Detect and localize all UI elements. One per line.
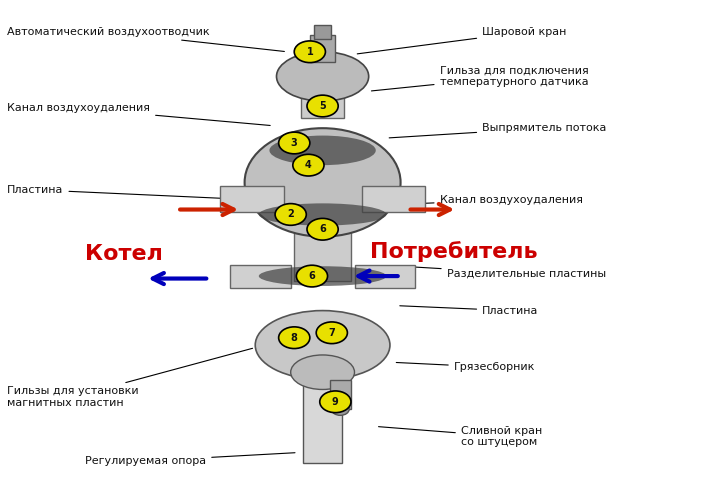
Bar: [230, 265, 291, 288]
Text: Автоматический воздухоотводчик: Автоматический воздухоотводчик: [7, 27, 284, 51]
Text: Регулируемая опора: Регулируемая опора: [85, 453, 295, 466]
Text: 6: 6: [308, 271, 316, 281]
Text: Шаровой кран: Шаровой кран: [357, 27, 566, 54]
Bar: [301, 79, 344, 118]
Text: Гильзы для установки
магнитных пластин: Гильзы для установки магнитных пластин: [7, 348, 252, 408]
Circle shape: [279, 327, 310, 349]
Text: 4: 4: [305, 160, 312, 170]
Text: Разделительные пластины: Разделительные пластины: [403, 266, 605, 279]
Text: 9: 9: [332, 397, 339, 407]
Bar: [303, 385, 342, 463]
Ellipse shape: [291, 355, 354, 389]
Ellipse shape: [255, 311, 390, 380]
Circle shape: [320, 391, 351, 413]
Bar: [220, 186, 284, 212]
Text: 1: 1: [306, 47, 313, 57]
Circle shape: [279, 132, 310, 154]
Text: Котел: Котел: [85, 244, 163, 264]
Ellipse shape: [269, 136, 376, 165]
Circle shape: [293, 154, 324, 176]
Text: Потребитель: Потребитель: [370, 241, 537, 262]
Text: Канал воздухоудаления: Канал воздухоудаления: [7, 104, 270, 126]
Circle shape: [307, 218, 338, 240]
Bar: [330, 380, 351, 409]
Ellipse shape: [332, 403, 350, 415]
Bar: [310, 35, 335, 62]
Text: Сливной кран
со штуцером: Сливной кран со штуцером: [379, 425, 542, 447]
Text: 2: 2: [287, 210, 294, 219]
Text: Выпрямитель потока: Выпрямитель потока: [389, 123, 606, 138]
Circle shape: [275, 204, 306, 225]
Circle shape: [316, 322, 347, 344]
Ellipse shape: [245, 128, 401, 237]
Text: 5: 5: [319, 101, 326, 111]
Ellipse shape: [277, 52, 369, 101]
Circle shape: [294, 41, 325, 63]
Text: Пластина: Пластина: [400, 306, 539, 316]
Bar: [294, 212, 351, 281]
Circle shape: [296, 265, 328, 287]
Bar: [314, 25, 331, 39]
Text: 8: 8: [291, 333, 298, 343]
Text: Гильза для подключения
температурного датчика: Гильза для подключения температурного да…: [372, 66, 588, 91]
Text: Канал воздухоудаления: Канал воздухоудаления: [396, 195, 583, 205]
Bar: [354, 265, 415, 288]
Text: 6: 6: [319, 224, 326, 234]
Circle shape: [307, 95, 338, 117]
Text: 7: 7: [328, 328, 335, 338]
Ellipse shape: [259, 266, 386, 286]
Bar: [362, 186, 425, 212]
Ellipse shape: [259, 204, 386, 226]
Text: Грязесборник: Грязесборник: [396, 362, 535, 372]
Text: 3: 3: [291, 138, 298, 148]
Text: Пластина: Пластина: [7, 185, 249, 200]
